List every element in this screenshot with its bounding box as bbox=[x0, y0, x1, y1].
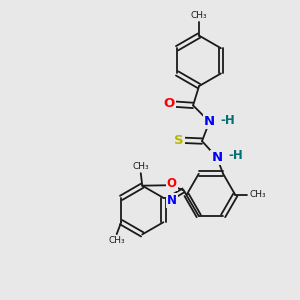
Text: N: N bbox=[204, 115, 215, 128]
Text: S: S bbox=[174, 134, 184, 147]
Text: CH₃: CH₃ bbox=[133, 162, 149, 171]
Text: CH₃: CH₃ bbox=[191, 11, 207, 20]
Text: CH₃: CH₃ bbox=[250, 190, 266, 200]
Text: N: N bbox=[167, 194, 177, 207]
Text: -H: -H bbox=[221, 114, 236, 127]
Text: O: O bbox=[167, 177, 177, 190]
Text: -H: -H bbox=[228, 149, 243, 162]
Text: O: O bbox=[164, 98, 175, 110]
Text: N: N bbox=[211, 151, 222, 164]
Text: CH₃: CH₃ bbox=[108, 236, 125, 245]
